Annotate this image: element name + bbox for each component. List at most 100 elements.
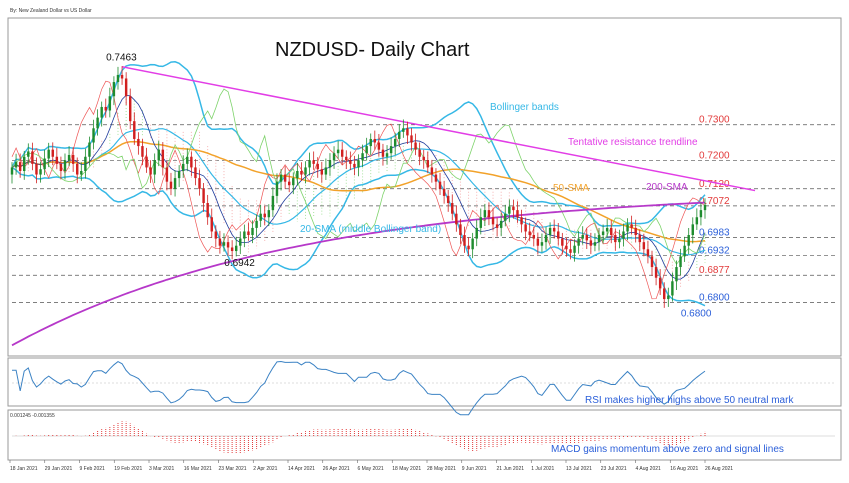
candle-body <box>161 149 165 168</box>
x-tick-label: 6 May 2021 <box>358 466 384 472</box>
candle-body <box>508 206 511 214</box>
candle-body <box>239 238 242 246</box>
x-tick-label: 28 May 2021 <box>427 466 456 472</box>
candle-body <box>43 158 46 170</box>
sma200-annotation: 200-SMA <box>646 182 688 193</box>
candle-body <box>116 74 120 83</box>
x-tick-label: 9 Feb 2021 <box>80 466 106 472</box>
peak-label: 0.6800 <box>681 309 712 320</box>
candle-body <box>589 240 593 246</box>
horizontal-levels: 0.7300 0.7200 0.7120 0.7072 0.6983 0.6932 0.68… <box>12 115 835 304</box>
x-axis: 18 Jan 2021 29 Jan 2021 9 Feb 2021 19 Feb 2… <box>9 460 733 472</box>
candle-body <box>618 238 621 243</box>
candle-body <box>320 169 324 175</box>
candle-body <box>548 227 552 236</box>
candle-body <box>165 167 169 182</box>
candle-body <box>552 227 556 232</box>
candle-body <box>92 128 95 143</box>
candle-body <box>169 181 173 189</box>
candle-body <box>210 217 213 232</box>
rsi-annotation: RSI makes higher highs above 50 neutral … <box>585 395 794 406</box>
sma200-line <box>11 201 706 347</box>
candle-body <box>84 156 87 171</box>
candle-body <box>699 210 703 218</box>
candle-body <box>23 156 26 171</box>
candle-body <box>137 138 140 147</box>
macd-panel-frame <box>7 409 842 461</box>
candle-body <box>304 167 307 175</box>
candle-body <box>55 156 59 164</box>
candle-body <box>51 149 54 157</box>
candle-body <box>88 142 91 157</box>
candle-body <box>634 227 637 236</box>
candle-body <box>230 247 234 252</box>
x-tick-label: 29 Jan 2021 <box>45 466 73 472</box>
level-label: 0.7200 <box>699 150 730 161</box>
candle-body <box>597 235 601 243</box>
candle-body <box>418 149 421 157</box>
x-tick-label: 2 Apr 2021 <box>253 466 277 472</box>
candle-body <box>292 178 295 186</box>
candle-body <box>243 231 246 239</box>
candle-body <box>593 242 597 246</box>
candle-body <box>426 160 430 168</box>
instrument-label: By: New Zealand Dollar vs US Dollar <box>10 8 92 14</box>
candle-body <box>365 146 368 154</box>
candle-body <box>76 163 79 175</box>
candle-body <box>353 163 356 168</box>
candle-body <box>491 217 495 225</box>
candle-body <box>71 154 75 164</box>
candle-body <box>271 195 275 211</box>
candle-body <box>499 220 503 228</box>
candle-body <box>255 220 258 228</box>
candle-body <box>349 160 352 164</box>
candle-body <box>561 238 564 246</box>
candle-body <box>145 156 148 168</box>
candle-body <box>573 245 576 253</box>
candle-body <box>544 235 548 243</box>
candle-body <box>369 138 372 147</box>
candle-body <box>687 235 690 246</box>
candle-body <box>59 163 63 171</box>
candlesticks <box>10 66 707 308</box>
candle-body <box>112 82 116 97</box>
candle-body <box>39 169 42 175</box>
candle-body <box>31 151 34 164</box>
candle-body <box>475 227 478 239</box>
candle-body <box>585 235 588 241</box>
candle-body <box>328 160 332 168</box>
candle-body <box>630 224 633 228</box>
peak-label: 0.6942 <box>224 258 255 269</box>
candle-body <box>410 135 413 143</box>
resistance-trendline <box>121 66 756 192</box>
x-tick-label: 21 Jun 2021 <box>497 466 525 472</box>
candle-body <box>18 162 22 171</box>
candle-body <box>683 245 686 257</box>
ichimoku-cloud <box>11 99 706 288</box>
candle-body <box>345 156 348 161</box>
candle-body <box>287 181 291 186</box>
candle-body <box>14 162 18 168</box>
candle-body <box>218 238 222 246</box>
rsi-line <box>12 360 835 416</box>
resistance-annotation: Tentative resistance trendline <box>568 137 698 148</box>
candle-body <box>540 242 544 246</box>
candle-body <box>267 210 271 218</box>
candle-body <box>120 74 124 79</box>
candle-body <box>47 149 50 159</box>
candle-body <box>532 235 536 239</box>
bollinger-annotation: Bollinger bands <box>490 102 559 113</box>
candle-body <box>35 163 38 175</box>
tenkan-line <box>11 94 706 280</box>
candle-body <box>332 153 336 161</box>
candle-body <box>181 163 185 171</box>
candle-body <box>214 231 218 239</box>
candle-body <box>100 106 103 118</box>
candle-body <box>626 224 629 232</box>
candle-body <box>605 227 609 232</box>
candle-body <box>361 153 364 161</box>
candle-body <box>434 174 438 182</box>
kijun-line <box>11 80 706 300</box>
candle-body <box>642 242 646 250</box>
candle-body <box>703 204 707 211</box>
